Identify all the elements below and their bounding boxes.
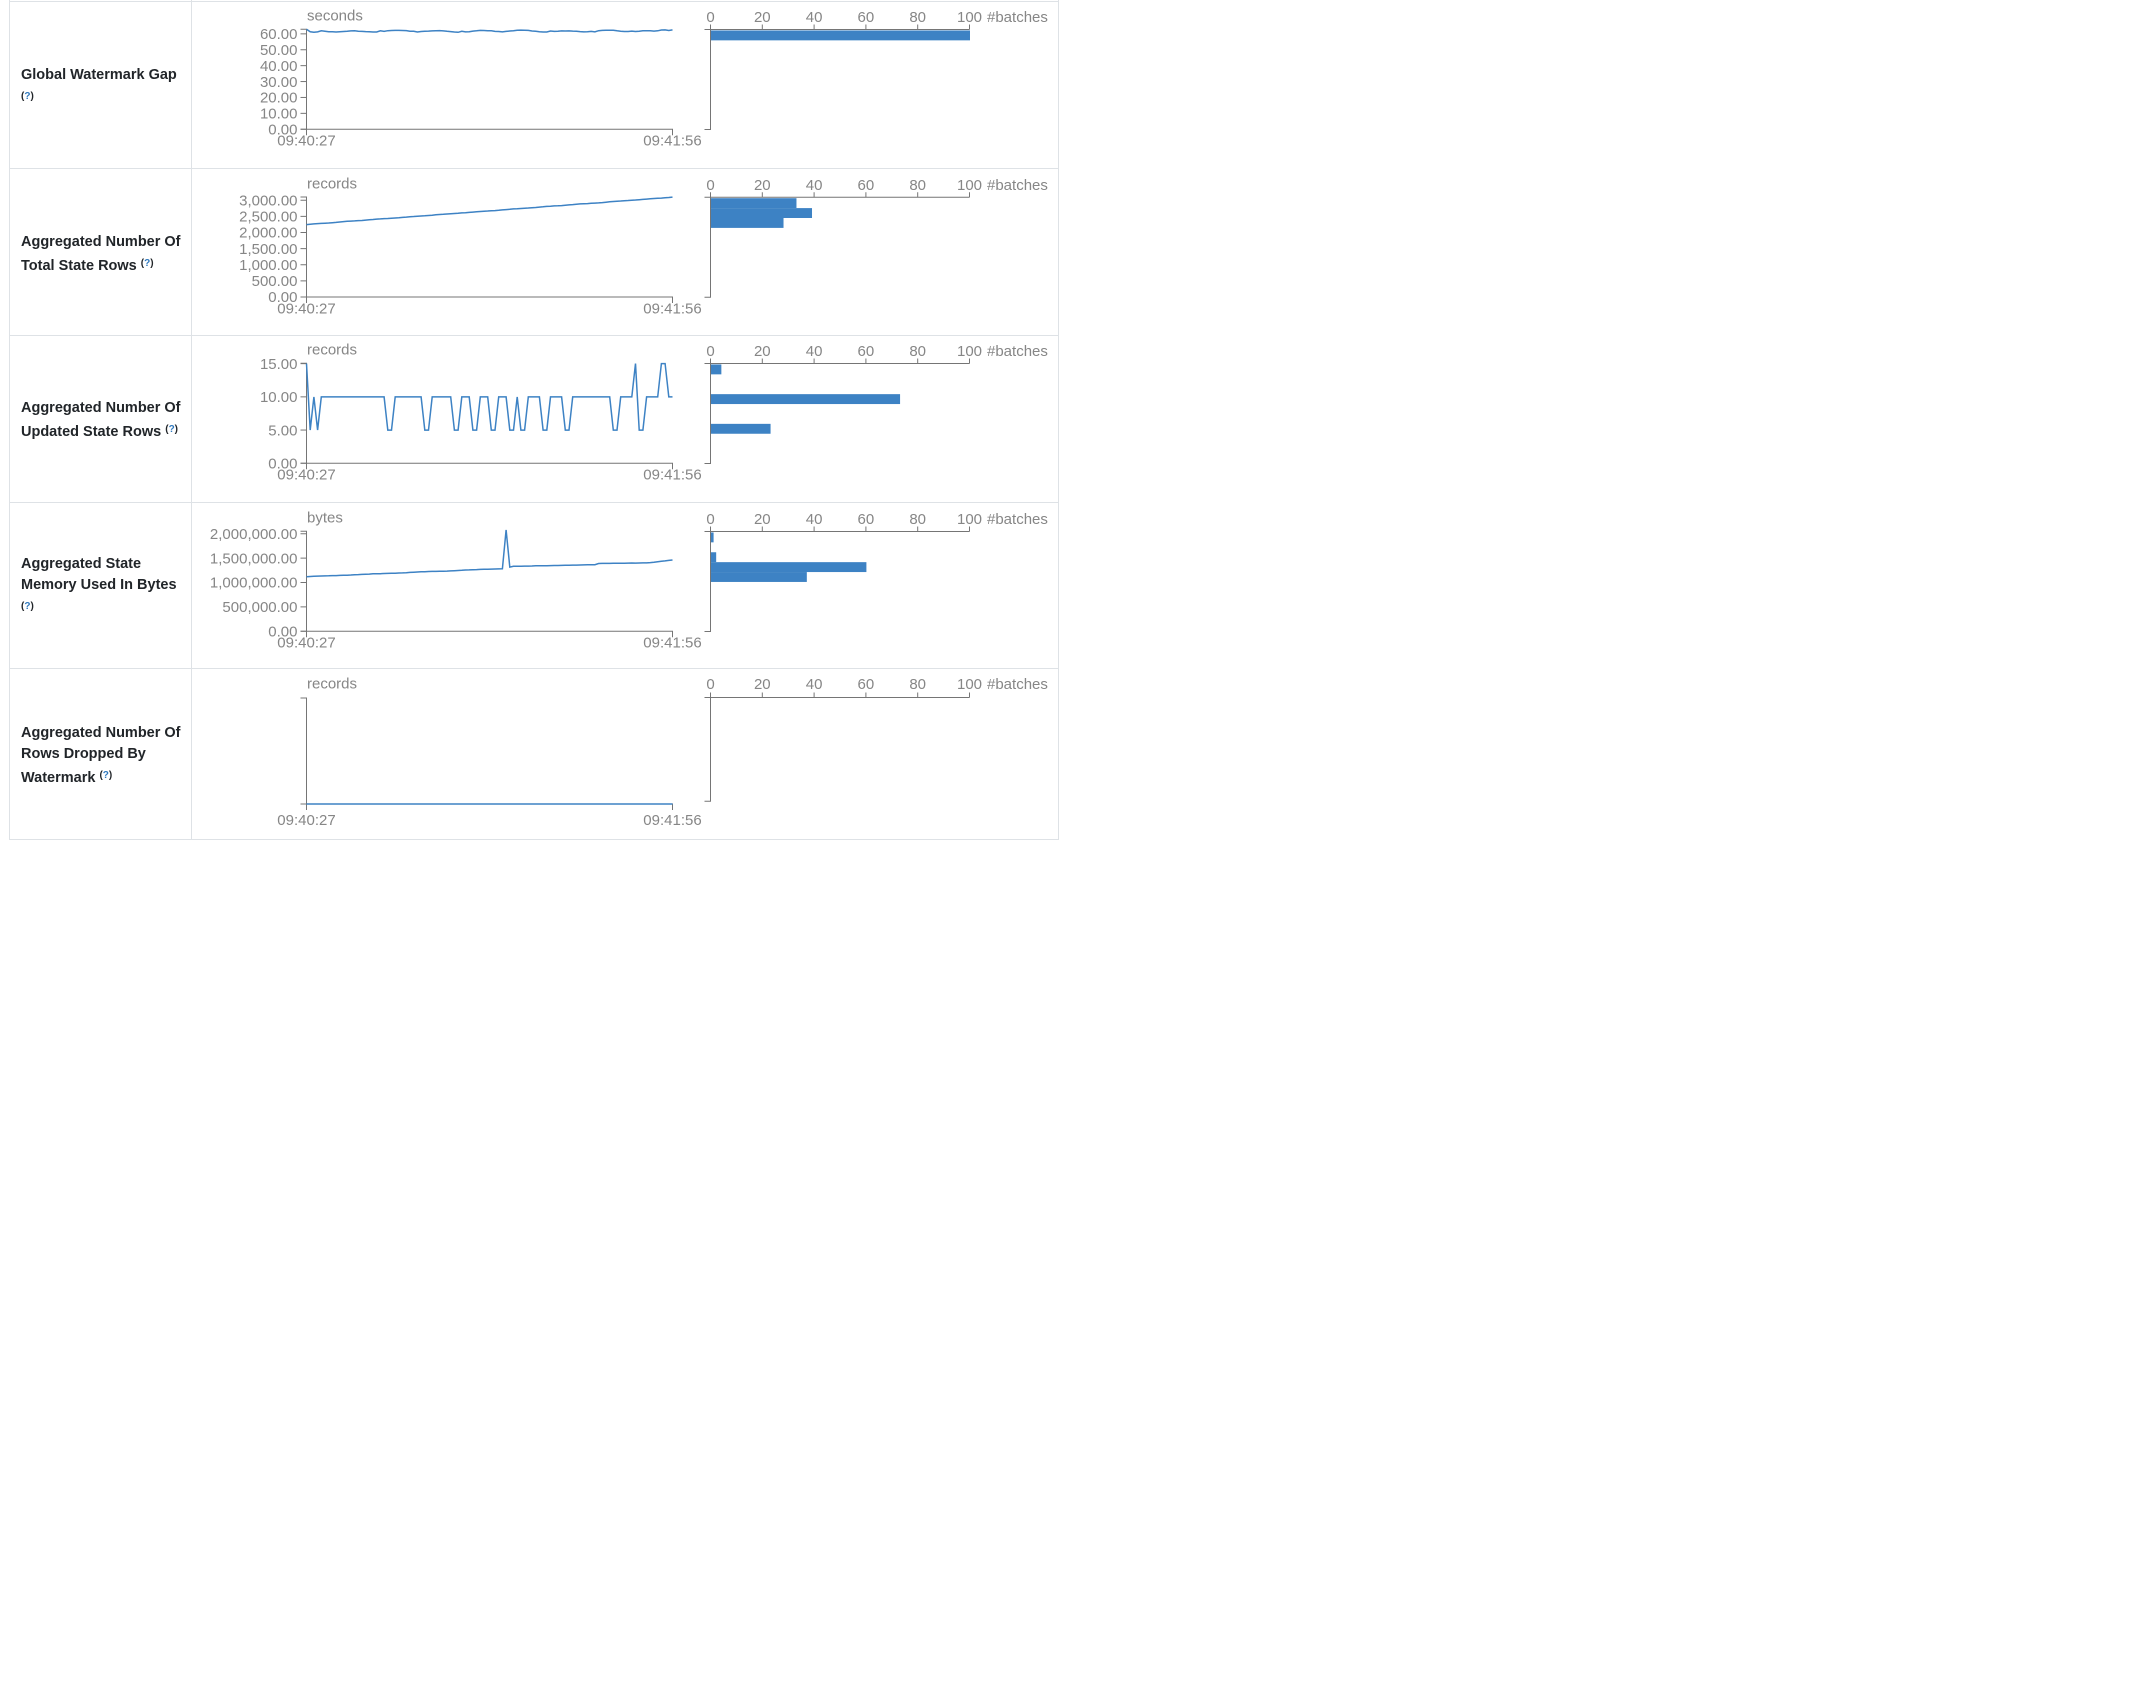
svg-text:09:40:27: 09:40:27 — [277, 635, 335, 652]
svg-text:20: 20 — [754, 9, 771, 26]
svg-text:20: 20 — [754, 177, 771, 194]
svg-text:40: 40 — [806, 343, 823, 360]
svg-text:80: 80 — [909, 177, 926, 194]
svg-text:seconds: seconds — [307, 8, 363, 25]
svg-text:09:41:56: 09:41:56 — [643, 467, 701, 484]
svg-text:#batches: #batches — [987, 343, 1048, 360]
svg-text:#batches: #batches — [987, 511, 1048, 528]
svg-text:100: 100 — [957, 9, 982, 26]
svg-text:500.00: 500.00 — [252, 273, 298, 290]
svg-text:80: 80 — [909, 343, 926, 360]
svg-text:2,000.00: 2,000.00 — [239, 225, 297, 242]
svg-text:20: 20 — [754, 343, 771, 360]
svg-text:09:40:27: 09:40:27 — [277, 812, 335, 829]
svg-text:0.00: 0.00 — [268, 623, 297, 640]
svg-text:#batches: #batches — [987, 9, 1048, 26]
svg-text:100: 100 — [957, 177, 982, 194]
svg-text:1,500.00: 1,500.00 — [239, 241, 297, 258]
svg-text:0: 0 — [706, 9, 714, 26]
svg-text:09:41:56: 09:41:56 — [643, 300, 701, 317]
svg-text:60: 60 — [858, 676, 875, 693]
svg-text:09:41:56: 09:41:56 — [643, 635, 701, 652]
svg-text:09:41:56: 09:41:56 — [643, 133, 701, 150]
svg-text:5.00: 5.00 — [268, 422, 297, 439]
svg-text:3,000.00: 3,000.00 — [239, 192, 297, 209]
svg-text:#batches: #batches — [987, 177, 1048, 194]
svg-text:60: 60 — [858, 9, 875, 26]
svg-text:40: 40 — [806, 511, 823, 528]
svg-text:100: 100 — [957, 343, 982, 360]
svg-text:40: 40 — [806, 9, 823, 26]
svg-text:80: 80 — [909, 676, 926, 693]
svg-text:09:41:56: 09:41:56 — [643, 812, 701, 829]
svg-text:15.00: 15.00 — [260, 356, 298, 373]
svg-text:0: 0 — [706, 676, 714, 693]
svg-text:80: 80 — [909, 9, 926, 26]
svg-text:100: 100 — [957, 511, 982, 528]
svg-text:0: 0 — [706, 177, 714, 194]
svg-text:100: 100 — [957, 676, 982, 693]
svg-text:records: records — [307, 342, 357, 359]
svg-text:80: 80 — [909, 511, 926, 528]
svg-text:10.00: 10.00 — [260, 389, 298, 406]
svg-text:1,000,000.00: 1,000,000.00 — [210, 575, 298, 592]
svg-text:2,000,000.00: 2,000,000.00 — [210, 526, 298, 543]
svg-text:60: 60 — [858, 511, 875, 528]
svg-text:50.00: 50.00 — [260, 42, 298, 59]
svg-text:20.00: 20.00 — [260, 90, 298, 107]
svg-text:0.00: 0.00 — [268, 289, 297, 306]
svg-text:60.00: 60.00 — [260, 26, 298, 43]
svg-text:20: 20 — [754, 676, 771, 693]
svg-text:#batches: #batches — [987, 676, 1048, 693]
svg-text:records: records — [307, 676, 357, 693]
svg-text:09:40:27: 09:40:27 — [277, 300, 335, 317]
svg-text:500,000.00: 500,000.00 — [222, 599, 297, 616]
svg-text:0: 0 — [706, 343, 714, 360]
svg-text:40: 40 — [806, 676, 823, 693]
svg-text:2,500.00: 2,500.00 — [239, 209, 297, 226]
svg-text:09:40:27: 09:40:27 — [277, 467, 335, 484]
svg-text:bytes: bytes — [307, 510, 343, 527]
svg-text:40: 40 — [806, 177, 823, 194]
svg-text:1,000.00: 1,000.00 — [239, 257, 297, 274]
svg-text:40.00: 40.00 — [260, 58, 298, 75]
svg-text:0.00: 0.00 — [268, 121, 297, 138]
svg-text:20: 20 — [754, 511, 771, 528]
svg-text:09:40:27: 09:40:27 — [277, 133, 335, 150]
svg-text:0: 0 — [706, 511, 714, 528]
svg-text:60: 60 — [858, 343, 875, 360]
svg-text:30.00: 30.00 — [260, 74, 298, 91]
svg-text:10.00: 10.00 — [260, 106, 298, 123]
svg-text:60: 60 — [858, 177, 875, 194]
svg-text:0.00: 0.00 — [268, 455, 297, 472]
svg-text:records: records — [307, 175, 357, 192]
svg-text:1,500,000.00: 1,500,000.00 — [210, 550, 298, 567]
